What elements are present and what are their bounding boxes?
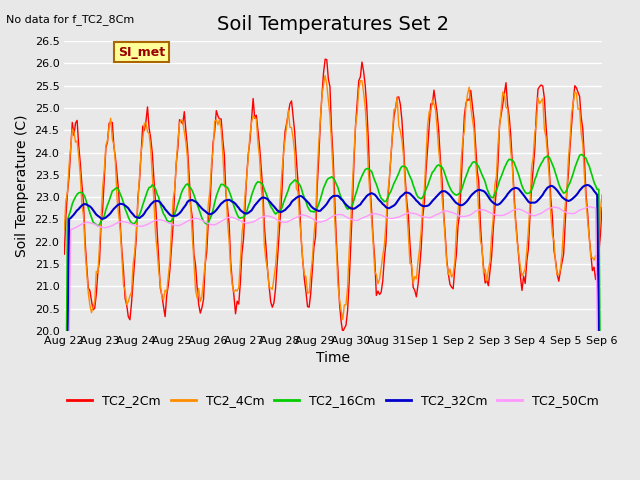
TC2_50Cm — [488, 210, 495, 216]
TC2_32Cm — [584, 182, 591, 188]
TC2_4Cm — [360, 89, 367, 95]
TC2_32Cm — [227, 198, 235, 204]
TC2_4Cm — [598, 192, 606, 198]
TC2_50Cm — [227, 215, 235, 220]
TC2_32Cm — [488, 198, 495, 204]
TC2_2Cm — [227, 259, 235, 265]
TC2_2Cm — [474, 167, 481, 173]
TC2_16Cm — [227, 192, 235, 198]
TC2_16Cm — [470, 159, 478, 165]
TC2_4Cm — [321, 72, 329, 78]
TC2_2Cm — [72, 120, 79, 126]
Line: TC2_2Cm: TC2_2Cm — [64, 59, 602, 332]
Line: TC2_16Cm: TC2_16Cm — [64, 155, 602, 480]
Legend: TC2_2Cm, TC2_4Cm, TC2_16Cm, TC2_32Cm, TC2_50Cm: TC2_2Cm, TC2_4Cm, TC2_16Cm, TC2_32Cm, TC… — [62, 389, 604, 412]
TC2_16Cm — [488, 195, 495, 201]
Title: Soil Temperatures Set 2: Soil Temperatures Set 2 — [217, 15, 449, 34]
TC2_2Cm — [484, 283, 492, 288]
Line: TC2_4Cm: TC2_4Cm — [64, 75, 602, 320]
Line: TC2_32Cm: TC2_32Cm — [64, 185, 602, 480]
TC2_2Cm — [598, 204, 606, 210]
TC2_4Cm — [474, 181, 481, 187]
Text: No data for f_TC2_8Cm: No data for f_TC2_8Cm — [6, 14, 134, 25]
TC2_16Cm — [481, 179, 489, 185]
TC2_2Cm — [60, 252, 68, 257]
X-axis label: Time: Time — [316, 351, 350, 365]
TC2_2Cm — [491, 206, 499, 212]
TC2_4Cm — [491, 182, 499, 188]
TC2_32Cm — [470, 190, 478, 196]
TC2_50Cm — [72, 225, 79, 230]
TC2_2Cm — [339, 329, 347, 335]
Text: SI_met: SI_met — [118, 46, 165, 59]
TC2_32Cm — [356, 202, 364, 207]
TC2_2Cm — [321, 56, 329, 62]
Y-axis label: Soil Temperature (C): Soil Temperature (C) — [15, 115, 29, 257]
TC2_16Cm — [356, 177, 364, 182]
TC2_4Cm — [227, 268, 235, 274]
Line: TC2_50Cm: TC2_50Cm — [64, 207, 602, 480]
TC2_50Cm — [356, 216, 364, 222]
TC2_4Cm — [72, 139, 79, 145]
TC2_50Cm — [481, 207, 489, 213]
TC2_2Cm — [360, 68, 367, 74]
TC2_16Cm — [72, 194, 79, 200]
TC2_4Cm — [60, 227, 68, 233]
TC2_32Cm — [481, 190, 489, 195]
TC2_32Cm — [72, 210, 79, 216]
TC2_16Cm — [577, 152, 585, 157]
TC2_4Cm — [484, 267, 492, 273]
TC2_4Cm — [339, 317, 347, 323]
TC2_50Cm — [586, 204, 593, 210]
TC2_50Cm — [470, 209, 478, 215]
